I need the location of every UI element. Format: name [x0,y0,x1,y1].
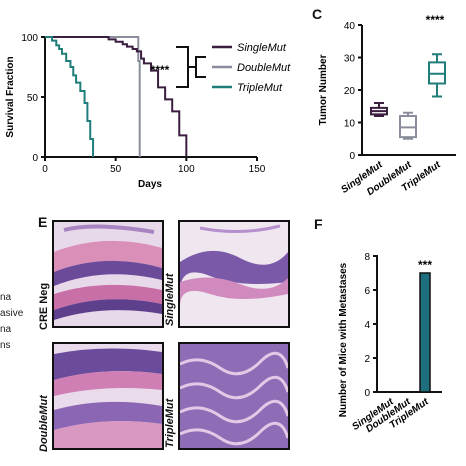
fragment-line: asive [0,308,24,319]
panel-letter-e: E [38,214,48,230]
y-tick-label: 100 [21,33,38,44]
histology-label-triplemut: TripleMut [164,398,176,448]
tumor-ticks: 0 10 20 30 40 [344,21,362,162]
survival-series [45,36,188,157]
histology-label-doublemut: DoubleMut [38,395,50,452]
metastases-ticks: 0 2 4 6 8 [364,252,377,399]
metastases-bars [419,272,431,393]
survival-significance: **** [151,63,170,77]
y-tick-label: 50 [27,93,39,104]
histology-image-doublemut [52,342,164,450]
met-bar-triplemut [419,272,431,393]
y-tick-label: 0 [32,153,38,164]
tissue-image [54,344,162,448]
panel-letter-c: C [312,6,323,22]
legend-label: SingleMut [237,42,287,54]
fragment-line: na [0,292,12,303]
panel-letter-f: F [314,216,323,232]
tumor-boxplot: Tumor Number 0 10 20 30 40 SingleMutDoubleMu… [318,13,456,198]
survival-chart: Survival Fraction Days 0 50 100 0 50 100 150 *… [5,33,291,190]
histology-label-cre-neg: CRE Neg [38,282,50,330]
survival-axes [44,37,257,158]
metastases-significance: *** [418,258,432,272]
x-tick-label: 100 [178,164,195,175]
histology-image-triplemut [178,342,290,450]
histology-label-singlemut: SingleMut [164,273,176,326]
tumor-y-tick-label: 0 [349,151,355,162]
x-tick-label: 150 [249,164,266,175]
left-text-fragments: na asive na ns [0,290,23,354]
tumor-y-tick-label: 30 [344,54,356,65]
tissue-image [180,344,288,448]
fragment-line: ns [0,340,11,351]
tissue-image [54,222,162,326]
significance-bracket [176,46,206,88]
metastases-chart: Number of Mice with Metastases 0 2 4 6 8 Sin… [338,252,442,435]
tumor-boxes [370,53,446,140]
tissue-image [180,222,288,326]
metastases-ylabel: Number of Mice with Metastases [338,262,349,417]
survival-legend: SingleMut DoubleMut TripleMut [212,42,291,94]
x-tick-label: 50 [110,164,122,175]
met-y-tick-label: 2 [364,354,370,365]
met-y-tick-label: 6 [364,286,370,297]
tumor-significance: **** [426,13,445,27]
tumor-y-tick-label: 20 [344,86,356,97]
survival-line-triplemut [45,36,95,157]
survival-xlabel: Days [138,179,162,190]
met-y-tick-label: 4 [364,320,370,331]
x-tick-label: 0 [42,164,48,175]
tumor-y-tick-label: 10 [344,119,356,130]
survival-ticks: 0 50 100 0 50 100 150 [21,33,265,175]
survival-ylabel: Survival Fraction [5,56,16,137]
tumor-y-tick-label: 40 [344,21,356,32]
tumor-ylabel: Tumor Number [318,54,329,125]
histology-image-singlemut [178,220,290,328]
survival-line-singlemut [45,36,188,157]
fragment-line: na [0,324,12,335]
legend-label: DoubleMut [237,62,291,74]
met-y-tick-label: 8 [364,252,370,263]
met-y-tick-label: 0 [364,388,370,399]
histology-image-cre-neg [52,220,164,328]
survival-line-doublemut [45,36,141,157]
legend-label: TripleMut [237,82,283,94]
